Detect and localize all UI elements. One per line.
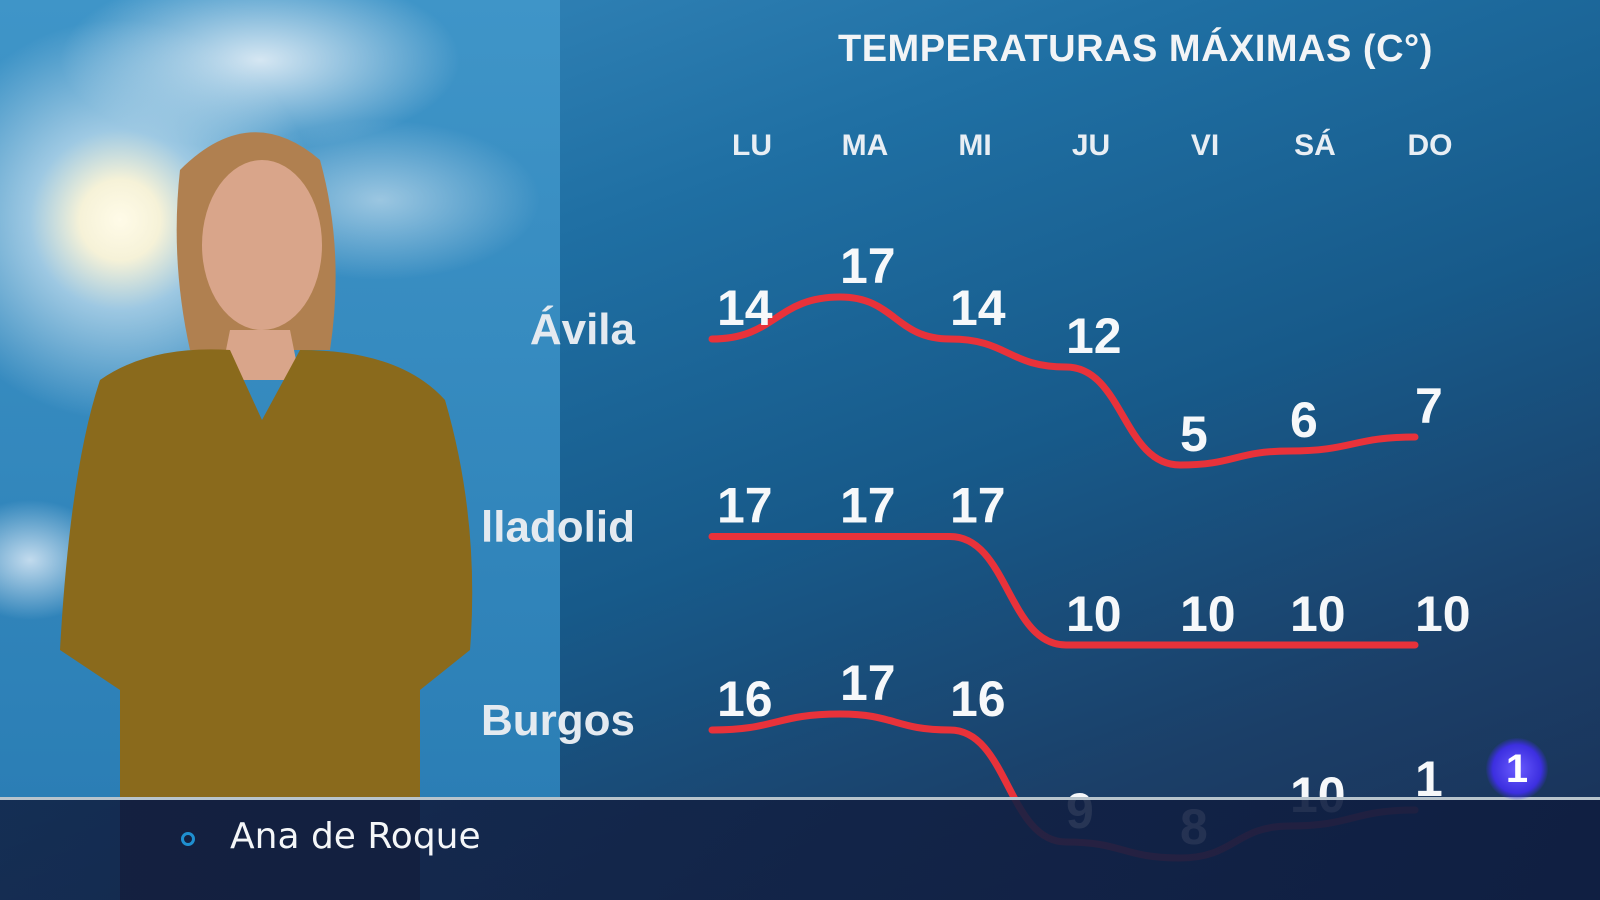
series-line	[708, 293, 1419, 469]
temperature-value: 7	[1415, 378, 1443, 434]
day-label: VI	[1191, 129, 1219, 162]
temperature-value: 12	[1066, 308, 1122, 364]
temperature-value: 17	[950, 478, 1006, 534]
lower-third: Ana de Roque	[0, 797, 1600, 900]
day-label: LU	[732, 129, 772, 162]
day-label: SÁ	[1294, 128, 1336, 162]
temperature-value: 14	[950, 280, 1006, 336]
channel-logo: 1	[1486, 738, 1548, 800]
day-label: MI	[958, 129, 991, 162]
temperature-value: 14	[717, 280, 773, 336]
temperature-value: 6	[1290, 392, 1318, 448]
city-label: Burgos	[481, 696, 635, 745]
temperature-value: 5	[1180, 406, 1208, 462]
temperature-value: 17	[840, 655, 896, 711]
series-line	[708, 532, 1419, 649]
temperature-value: 17	[717, 478, 773, 534]
temperature-value: 10	[1180, 586, 1236, 642]
day-label: JU	[1072, 129, 1110, 162]
chart-title: TEMPERATURAS MÁXIMAS (C°)	[838, 28, 1433, 70]
presenter-name: Ana de Roque	[230, 816, 481, 857]
city-label: lladolid	[481, 503, 635, 552]
city-label: Ávila	[530, 304, 636, 354]
day-label: DO	[1408, 129, 1453, 162]
temperature-value: 10	[1415, 586, 1471, 642]
temperature-value: 16	[717, 671, 773, 727]
temperature-value: 17	[840, 238, 896, 294]
bullet-icon	[181, 832, 195, 846]
day-label: MA	[842, 129, 889, 162]
temperature-value: 16	[950, 671, 1006, 727]
temperature-value: 17	[840, 478, 896, 534]
temperature-value: 10	[1290, 586, 1346, 642]
temperature-value: 10	[1066, 586, 1122, 642]
